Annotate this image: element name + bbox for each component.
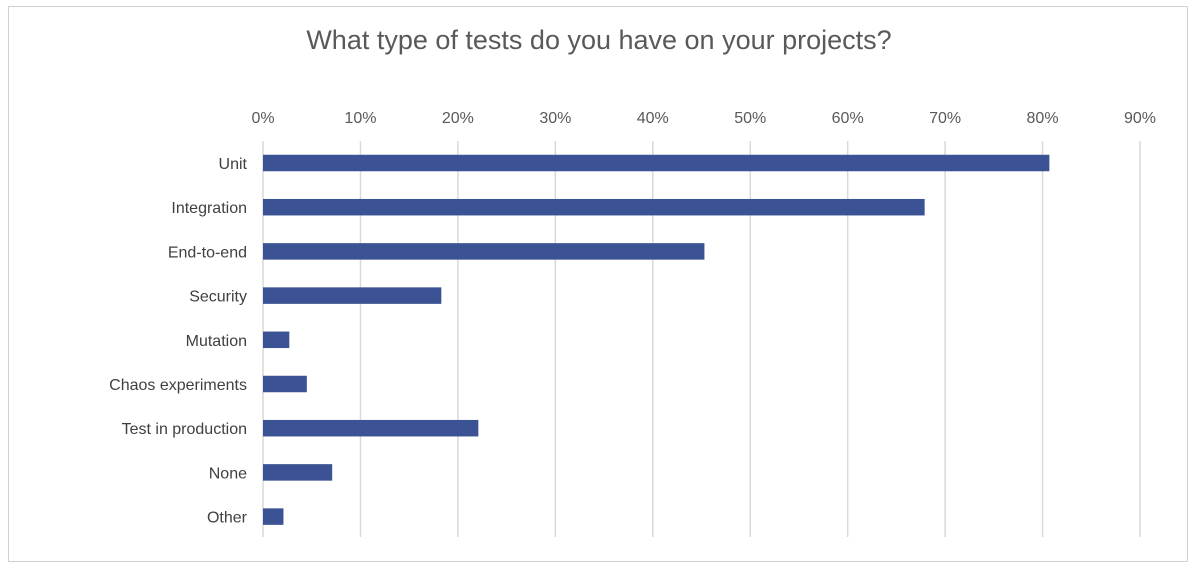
- bar: [263, 198, 925, 216]
- chart-frame: What type of tests do you have on your p…: [8, 6, 1188, 562]
- bar: [263, 464, 333, 481]
- bar: [263, 243, 705, 260]
- category-label: End-to-end: [168, 244, 247, 261]
- x-tick-label: 40%: [637, 110, 669, 127]
- bar-chart: What type of tests do you have on your p…: [109, 25, 1156, 537]
- category-label: Integration: [171, 200, 247, 217]
- x-tick-label: 10%: [344, 110, 376, 127]
- bar: [263, 287, 442, 304]
- x-tick-label: 20%: [442, 110, 474, 127]
- x-tick-label: 50%: [734, 110, 766, 127]
- category-label: Other: [207, 510, 248, 527]
- x-tick-label: 80%: [1027, 110, 1059, 127]
- x-tick-label: 70%: [929, 110, 961, 127]
- category-label: Mutation: [186, 333, 247, 350]
- category-label: Test in production: [122, 421, 247, 438]
- x-tick-label: 0%: [251, 110, 274, 127]
- bars: [263, 154, 1050, 525]
- x-tick-label: 60%: [832, 110, 864, 127]
- x-axis-tick-labels: 0% 10% 20% 30% 40% 50% 60% 70% 80% 90%: [251, 110, 1156, 127]
- category-label: None: [209, 465, 247, 482]
- x-tick-label: 90%: [1124, 110, 1156, 127]
- category-label: Security: [189, 289, 247, 306]
- bar: [263, 419, 479, 437]
- bar: [263, 331, 290, 349]
- bar: [263, 154, 1050, 172]
- x-tick-label: 30%: [539, 110, 571, 127]
- bar: [263, 375, 307, 393]
- bar: [263, 508, 284, 525]
- chart-title: What type of tests do you have on your p…: [306, 25, 891, 55]
- category-label: Chaos experiments: [109, 377, 247, 394]
- category-labels: Unit Integration End-to-end Security Mutatio…: [109, 156, 248, 527]
- category-label: Unit: [219, 156, 248, 173]
